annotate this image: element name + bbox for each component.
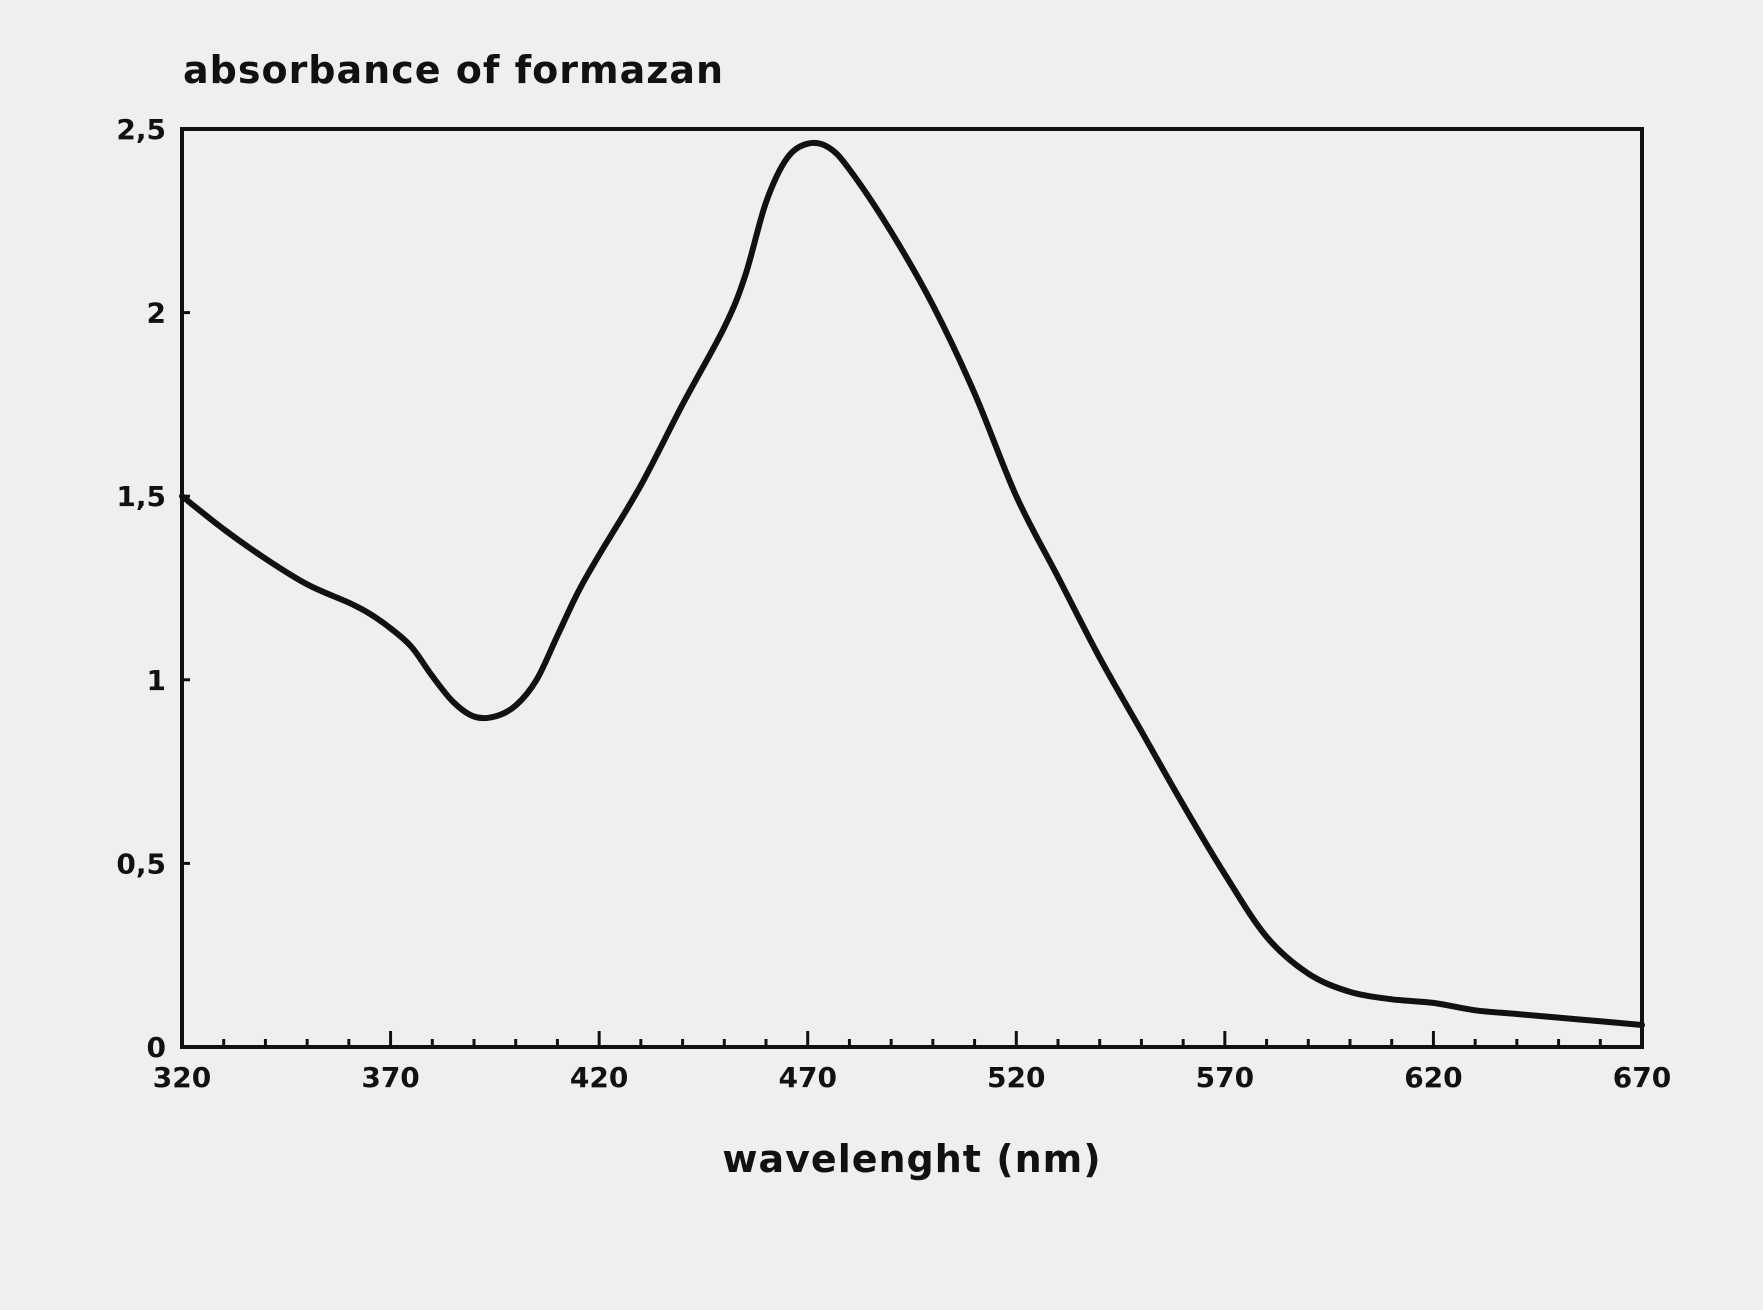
x-tick-label: 570 (1196, 1061, 1254, 1094)
x-tick-label: 670 (1613, 1061, 1671, 1094)
x-tick-label: 420 (570, 1061, 628, 1094)
y-tick-label: 2 (147, 297, 166, 330)
y-axis-tick-labels: 0 0,5 1 1,5 2 2,5 (116, 113, 166, 1064)
x-tick-label: 320 (153, 1061, 211, 1094)
series-group (179, 139, 1645, 1028)
x-axis-tick-labels: 320 370 420 470 520 570 620 670 (153, 1061, 1671, 1094)
y-tick-label: 1 (147, 664, 166, 697)
plot-frame (180, 127, 1644, 1049)
chart-title: absorbance of formazan (183, 48, 724, 92)
x-tick-label: 370 (361, 1061, 419, 1094)
x-tick-label: 620 (1404, 1061, 1462, 1094)
x-axis-label: wavelenght (nm) (722, 1137, 1101, 1181)
y-tick-label: 1,5 (116, 480, 166, 513)
x-axis-ticks (180, 1031, 1644, 1047)
absorbance-line (179, 139, 1645, 1028)
y-tick-label: 0,5 (116, 847, 166, 880)
x-tick-label: 520 (987, 1061, 1045, 1094)
y-tick-label: 2,5 (116, 113, 166, 146)
y-tick-label: 0 (147, 1031, 166, 1064)
x-tick-label: 470 (778, 1061, 836, 1094)
